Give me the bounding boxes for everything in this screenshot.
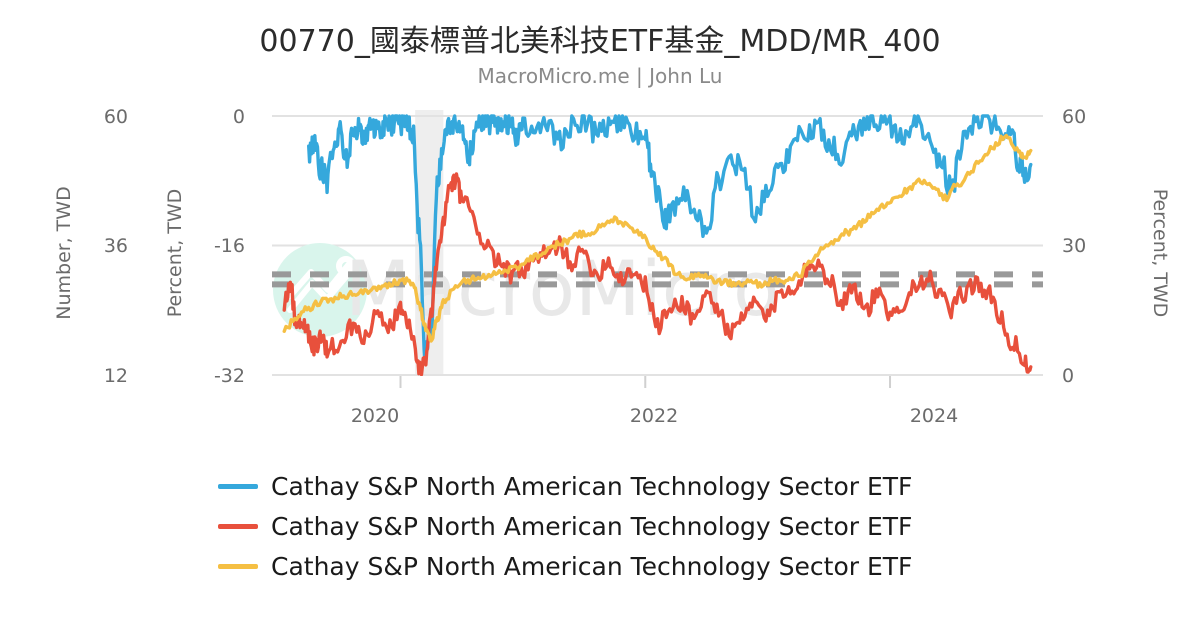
svg-text:MacroMicro: MacroMicro <box>345 244 780 333</box>
tick-left-inner-1: -16 <box>213 235 245 257</box>
tick-left-outer-0: 60 <box>103 106 128 128</box>
series-line-0 <box>307 114 1033 365</box>
tick-x-0: 2020 <box>350 405 400 427</box>
legend-swatch-yellow-icon <box>218 563 258 569</box>
reference-lines <box>272 271 1043 288</box>
tick-right-1: 30 <box>1062 235 1087 257</box>
legend-swatch-blue-icon <box>218 483 258 489</box>
gridlines <box>272 115 1043 376</box>
x-axis-ticks <box>399 376 892 388</box>
tick-right-2: 0 <box>1062 365 1075 387</box>
tick-left-inner-2: -32 <box>213 365 245 387</box>
legend-label-0: Cathay S&P North American Technology Sec… <box>271 471 913 501</box>
chart-subtitle: MacroMicro.me | John Lu <box>477 64 723 88</box>
legend-item-2[interactable]: Cathay S&P North American Technology Sec… <box>0 546 1200 586</box>
series-line-1 <box>282 172 1033 376</box>
legend-swatch-red-icon <box>218 523 258 529</box>
legend-item-1[interactable]: Cathay S&P North American Technology Sec… <box>0 506 1200 546</box>
tick-x-2: 2024 <box>909 405 959 427</box>
axis-title-right: Percent, TWD <box>1149 188 1171 318</box>
tick-left-outer-2: 12 <box>103 365 128 387</box>
legend-label-2: Cathay S&P North American Technology Sec… <box>271 551 913 581</box>
macromicro-watermark: MacroMicro <box>273 243 780 337</box>
recession-band <box>415 110 444 376</box>
legend-item-0[interactable]: Cathay S&P North American Technology Sec… <box>0 466 1200 506</box>
chart-legend: Cathay S&P North American Technology Sec… <box>0 466 1200 586</box>
series-line-2 <box>282 133 1033 343</box>
tick-x-1: 2022 <box>629 405 679 427</box>
recession-shading <box>415 110 444 376</box>
tick-left-outer-1: 36 <box>103 235 128 257</box>
page-title: 00770_國泰標普北美科技ETF基金_MDD/MR_400 <box>259 24 941 59</box>
tick-left-inner-0: 0 <box>232 106 245 128</box>
data-series-layer <box>282 114 1033 376</box>
tick-right-0: 60 <box>1062 106 1087 128</box>
legend-label-1: Cathay S&P North American Technology Sec… <box>271 511 913 541</box>
